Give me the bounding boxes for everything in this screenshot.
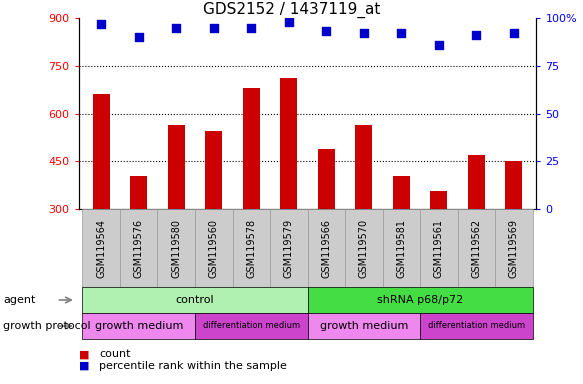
Bar bbox=[93, 94, 110, 305]
Bar bbox=[393, 175, 410, 305]
Text: growth protocol: growth protocol bbox=[3, 321, 90, 331]
Point bbox=[97, 21, 106, 27]
Text: ■: ■ bbox=[79, 349, 89, 359]
Bar bbox=[205, 131, 222, 305]
Text: ■: ■ bbox=[79, 361, 89, 371]
Point bbox=[434, 42, 444, 48]
Text: differentiation medium: differentiation medium bbox=[203, 321, 300, 331]
Text: GSM119564: GSM119564 bbox=[96, 218, 106, 278]
Point bbox=[171, 25, 181, 31]
Text: agent: agent bbox=[3, 295, 36, 305]
Point bbox=[396, 30, 406, 36]
Text: growth medium: growth medium bbox=[319, 321, 408, 331]
Text: GSM119579: GSM119579 bbox=[284, 218, 294, 278]
Text: GSM119569: GSM119569 bbox=[509, 218, 519, 278]
Text: GSM119576: GSM119576 bbox=[134, 218, 144, 278]
Text: GSM119561: GSM119561 bbox=[434, 218, 444, 278]
Bar bbox=[356, 125, 372, 305]
Text: GDS2152 / 1437119_at: GDS2152 / 1437119_at bbox=[203, 2, 380, 18]
Bar bbox=[130, 175, 147, 305]
Text: growth medium: growth medium bbox=[94, 321, 183, 331]
Point bbox=[209, 25, 219, 31]
Point bbox=[472, 32, 481, 38]
Point bbox=[322, 28, 331, 35]
Point bbox=[134, 34, 143, 40]
Text: GSM119580: GSM119580 bbox=[171, 218, 181, 278]
Bar bbox=[318, 149, 335, 305]
Text: GSM119560: GSM119560 bbox=[209, 218, 219, 278]
Bar bbox=[243, 88, 259, 305]
Point bbox=[359, 30, 368, 36]
Text: shRNA p68/p72: shRNA p68/p72 bbox=[377, 295, 463, 305]
Text: GSM119570: GSM119570 bbox=[359, 218, 369, 278]
Text: count: count bbox=[99, 349, 131, 359]
Text: GSM119566: GSM119566 bbox=[321, 218, 331, 278]
Text: GSM119581: GSM119581 bbox=[396, 218, 406, 278]
Point bbox=[247, 25, 256, 31]
Text: percentile rank within the sample: percentile rank within the sample bbox=[99, 361, 287, 371]
Bar bbox=[505, 161, 522, 305]
Bar bbox=[168, 125, 185, 305]
Bar bbox=[280, 78, 297, 305]
Text: control: control bbox=[175, 295, 215, 305]
Text: differentiation medium: differentiation medium bbox=[428, 321, 525, 331]
Bar bbox=[430, 192, 447, 305]
Bar bbox=[468, 155, 485, 305]
Text: GSM119578: GSM119578 bbox=[246, 218, 257, 278]
Point bbox=[509, 30, 518, 36]
Point bbox=[284, 19, 293, 25]
Text: GSM119562: GSM119562 bbox=[471, 218, 482, 278]
